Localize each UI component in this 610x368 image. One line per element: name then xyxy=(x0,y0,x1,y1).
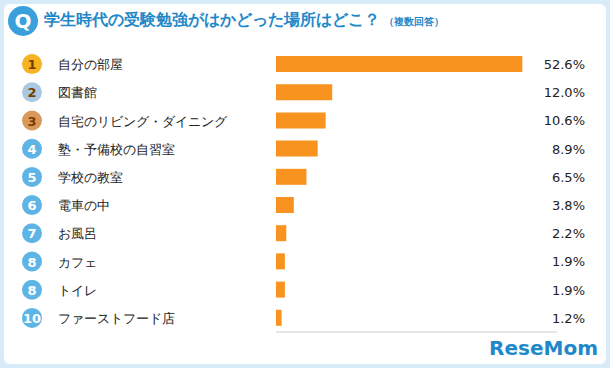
svg-text:トイレ: トイレ xyxy=(58,283,97,298)
svg-text:3.8%: 3.8% xyxy=(552,198,585,213)
svg-text:8: 8 xyxy=(27,255,36,270)
svg-text:1.9%: 1.9% xyxy=(552,283,585,298)
svg-text:2.2%: 2.2% xyxy=(552,226,585,241)
html-text:ReseMom: ReseMom xyxy=(489,336,598,360)
svg-text:1.2%: 1.2% xyxy=(552,311,585,326)
svg-text:52.6%: 52.6% xyxy=(544,57,585,72)
svg-text:電車の中: 電車の中 xyxy=(58,198,110,213)
svg-text:自分の部屋: 自分の部屋 xyxy=(58,57,123,72)
svg-text:学校の教室: 学校の教室 xyxy=(58,170,123,185)
svg-text:8: 8 xyxy=(27,283,36,298)
svg-text:図書館: 図書館 xyxy=(58,85,97,100)
svg-text:1.9%: 1.9% xyxy=(552,254,585,269)
svg-text:3: 3 xyxy=(27,114,36,129)
svg-text:お風呂: お風呂 xyxy=(58,226,97,241)
svg-text:塾・予備校の自習室: 塾・予備校の自習室 xyxy=(58,142,175,157)
svg-text:自宅のリビング・ダイニング: 自宅のリビング・ダイニング xyxy=(58,114,228,129)
html-text:Q: Q xyxy=(14,9,32,33)
svg-text:ファーストフード店: ファーストフード店 xyxy=(58,311,175,326)
html-text:学生時代の受験勉強がはかどった場所はどこ？ （複数回答）: 学生時代の受験勉強がはかどった場所はどこ？ （複数回答） xyxy=(44,10,444,29)
svg-text:2: 2 xyxy=(27,85,36,100)
svg-text:カフェ: カフェ xyxy=(58,255,97,270)
svg-text:6.5%: 6.5% xyxy=(552,170,585,185)
svg-text:1: 1 xyxy=(27,57,36,72)
svg-text:4: 4 xyxy=(27,142,36,157)
svg-text:5: 5 xyxy=(27,170,36,185)
svg-text:8.9%: 8.9% xyxy=(552,142,585,157)
svg-text:7: 7 xyxy=(27,226,36,241)
svg-text:6: 6 xyxy=(27,198,36,213)
svg-text:10.6%: 10.6% xyxy=(544,113,585,128)
svg-text:12.0%: 12.0% xyxy=(544,85,585,100)
svg-text:10: 10 xyxy=(23,311,41,326)
